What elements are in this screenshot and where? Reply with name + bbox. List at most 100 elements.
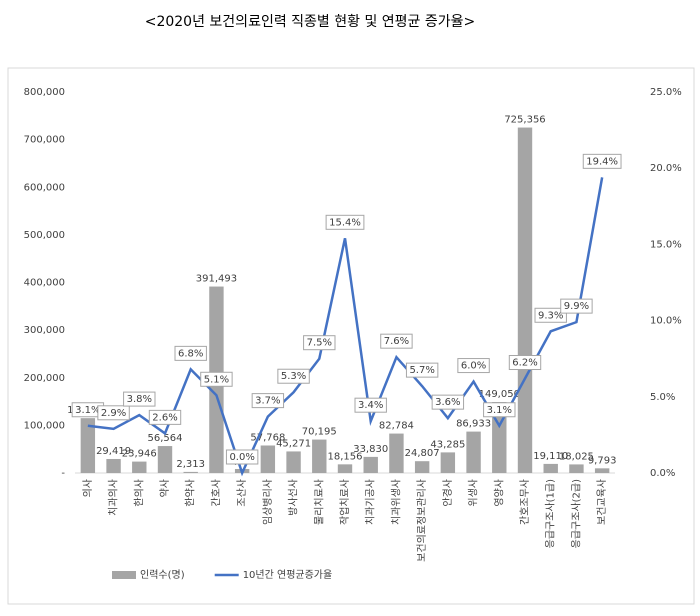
bar <box>389 433 404 473</box>
x-tick-label: 간호사 <box>210 479 222 507</box>
y2-tick-label: 5.0% <box>650 392 675 403</box>
bar-value-label: 19,110 <box>533 451 568 462</box>
bar-value-label: 45,271 <box>276 438 311 449</box>
line-value-label: 5.1% <box>204 374 229 385</box>
bar-value-label: 2,313 <box>176 459 205 470</box>
bar <box>183 471 198 473</box>
x-tick-label: 한의사 <box>133 479 145 507</box>
x-tick-label: 안경사 <box>441 479 454 507</box>
x-tick-label: 작업치료사 <box>338 479 351 525</box>
bar <box>466 431 481 473</box>
bar <box>80 418 96 473</box>
bar <box>440 452 456 473</box>
line-value-label: 9.9% <box>564 301 589 312</box>
line-value-label: 3.4% <box>358 400 383 411</box>
y-tick-label: 600,000 <box>24 182 65 193</box>
line-value-label-box <box>405 362 439 378</box>
bar <box>106 458 121 473</box>
legend-label: 인력수(명) <box>140 569 185 581</box>
line-value-label: 6.8% <box>178 348 203 359</box>
line-value-label: 15.4% <box>329 217 361 228</box>
x-tick-label: 응급구조사(2급) <box>570 479 582 548</box>
x-tick-label: 보건의료정보관리사 <box>416 479 428 562</box>
line-value-label-box <box>225 449 259 465</box>
chart-title: <2020년 보건의료인력 직종별 현황 및 연평균 증가율> <box>145 14 476 30</box>
y-tick-label: 400,000 <box>24 278 65 289</box>
bar <box>594 468 610 473</box>
bar-value-label: 23,946 <box>122 449 157 460</box>
x-tick-label: 보건교육사 <box>596 479 608 525</box>
x-tick-label: 응급구조사(1급) <box>545 479 557 548</box>
line-value-label: 6.0% <box>461 361 486 372</box>
line-value-label: 7.6% <box>384 336 409 347</box>
x-tick-label: 간호조무사 <box>519 479 531 525</box>
line-value-label: 3.1% <box>75 405 100 416</box>
bar-value-label: 33,830 <box>353 444 388 455</box>
line-value-label: 3.7% <box>255 396 280 407</box>
bar <box>132 461 147 473</box>
line-value-label-box <box>560 298 593 314</box>
bar-value-label: 24,807 <box>405 448 440 459</box>
bar-value-label: 43,285 <box>430 439 465 450</box>
line-value-label-box <box>457 358 490 374</box>
line-value-label-box <box>354 397 387 413</box>
line-value-label: 2.9% <box>101 408 126 419</box>
line-value-label: 2.6% <box>152 412 177 423</box>
line-value-label: 5.7% <box>409 365 434 376</box>
y-tick-label: 200,000 <box>24 373 65 384</box>
bar-value-label: 391,493 <box>196 274 237 285</box>
bar-value-label: 18,156 <box>328 451 363 462</box>
x-tick-label: 치과위생사 <box>389 479 402 525</box>
bar-value-label: 70,195 <box>302 427 337 438</box>
line-value-label-box <box>303 335 336 351</box>
line-value-label-box <box>97 405 130 421</box>
line-value-label-box <box>277 368 310 384</box>
x-tick-label: 약사 <box>159 479 171 497</box>
chart-frame <box>7 67 695 605</box>
bar-value-label: 57,768 <box>250 432 285 443</box>
y2-tick-label: 20.0% <box>650 163 682 174</box>
legend-label: 10년간 연평균증가율 <box>243 569 333 581</box>
x-tick-label: 영양사 <box>493 479 505 507</box>
line-value-label: 3.1% <box>487 405 512 416</box>
x-tick-label: 치과기공사 <box>365 479 377 525</box>
line-value-label-box <box>534 307 567 323</box>
y-tick-label: 700,000 <box>24 135 65 146</box>
y2-tick-label: 15.0% <box>650 239 682 250</box>
line-value-label: 0.0% <box>229 452 254 463</box>
x-tick-label: 방사선사 <box>288 479 300 516</box>
bar <box>517 127 533 474</box>
line-value-label-box <box>148 409 182 425</box>
y-tick-label: - <box>61 468 65 479</box>
bar <box>363 456 378 473</box>
line-value-label-box <box>123 391 156 407</box>
x-tick-label: 한약사 <box>185 479 197 507</box>
bar <box>337 464 353 473</box>
x-tick-label: 위생사 <box>467 479 480 507</box>
x-tick-label: 임상병리사 <box>261 479 274 525</box>
bar-value-label: 725,356 <box>504 115 545 126</box>
line-value-label-box <box>483 402 516 418</box>
y-tick-label: 800,000 <box>24 87 65 98</box>
bar-value-label: 9,793 <box>588 455 617 466</box>
bar-value-label: 82,784 <box>379 421 414 432</box>
bar-value-label: 56,564 <box>148 433 183 444</box>
line-value-label-box <box>380 333 413 349</box>
line-value-label-box <box>325 214 365 230</box>
bar-value-label: 29,419 <box>96 446 131 457</box>
bar <box>286 451 301 473</box>
line-value-label-box <box>200 371 233 387</box>
legend-swatch <box>112 571 136 579</box>
line-value-label-box <box>582 153 622 169</box>
line-value-label: 9.3% <box>538 310 563 321</box>
line-value-label: 3.8% <box>127 394 152 405</box>
x-tick-label: 치과의사 <box>108 479 120 516</box>
x-tick-label: 의사 <box>82 479 94 497</box>
y-tick-label: 100,000 <box>24 420 65 431</box>
line-value-label-box <box>508 355 542 371</box>
bar <box>543 463 558 473</box>
x-tick-label: 물리치료사 <box>313 479 325 525</box>
y2-tick-label: 0.0% <box>650 468 675 479</box>
y2-tick-label: 10.0% <box>650 316 682 327</box>
bar-value-label: 149,050 <box>479 389 520 400</box>
